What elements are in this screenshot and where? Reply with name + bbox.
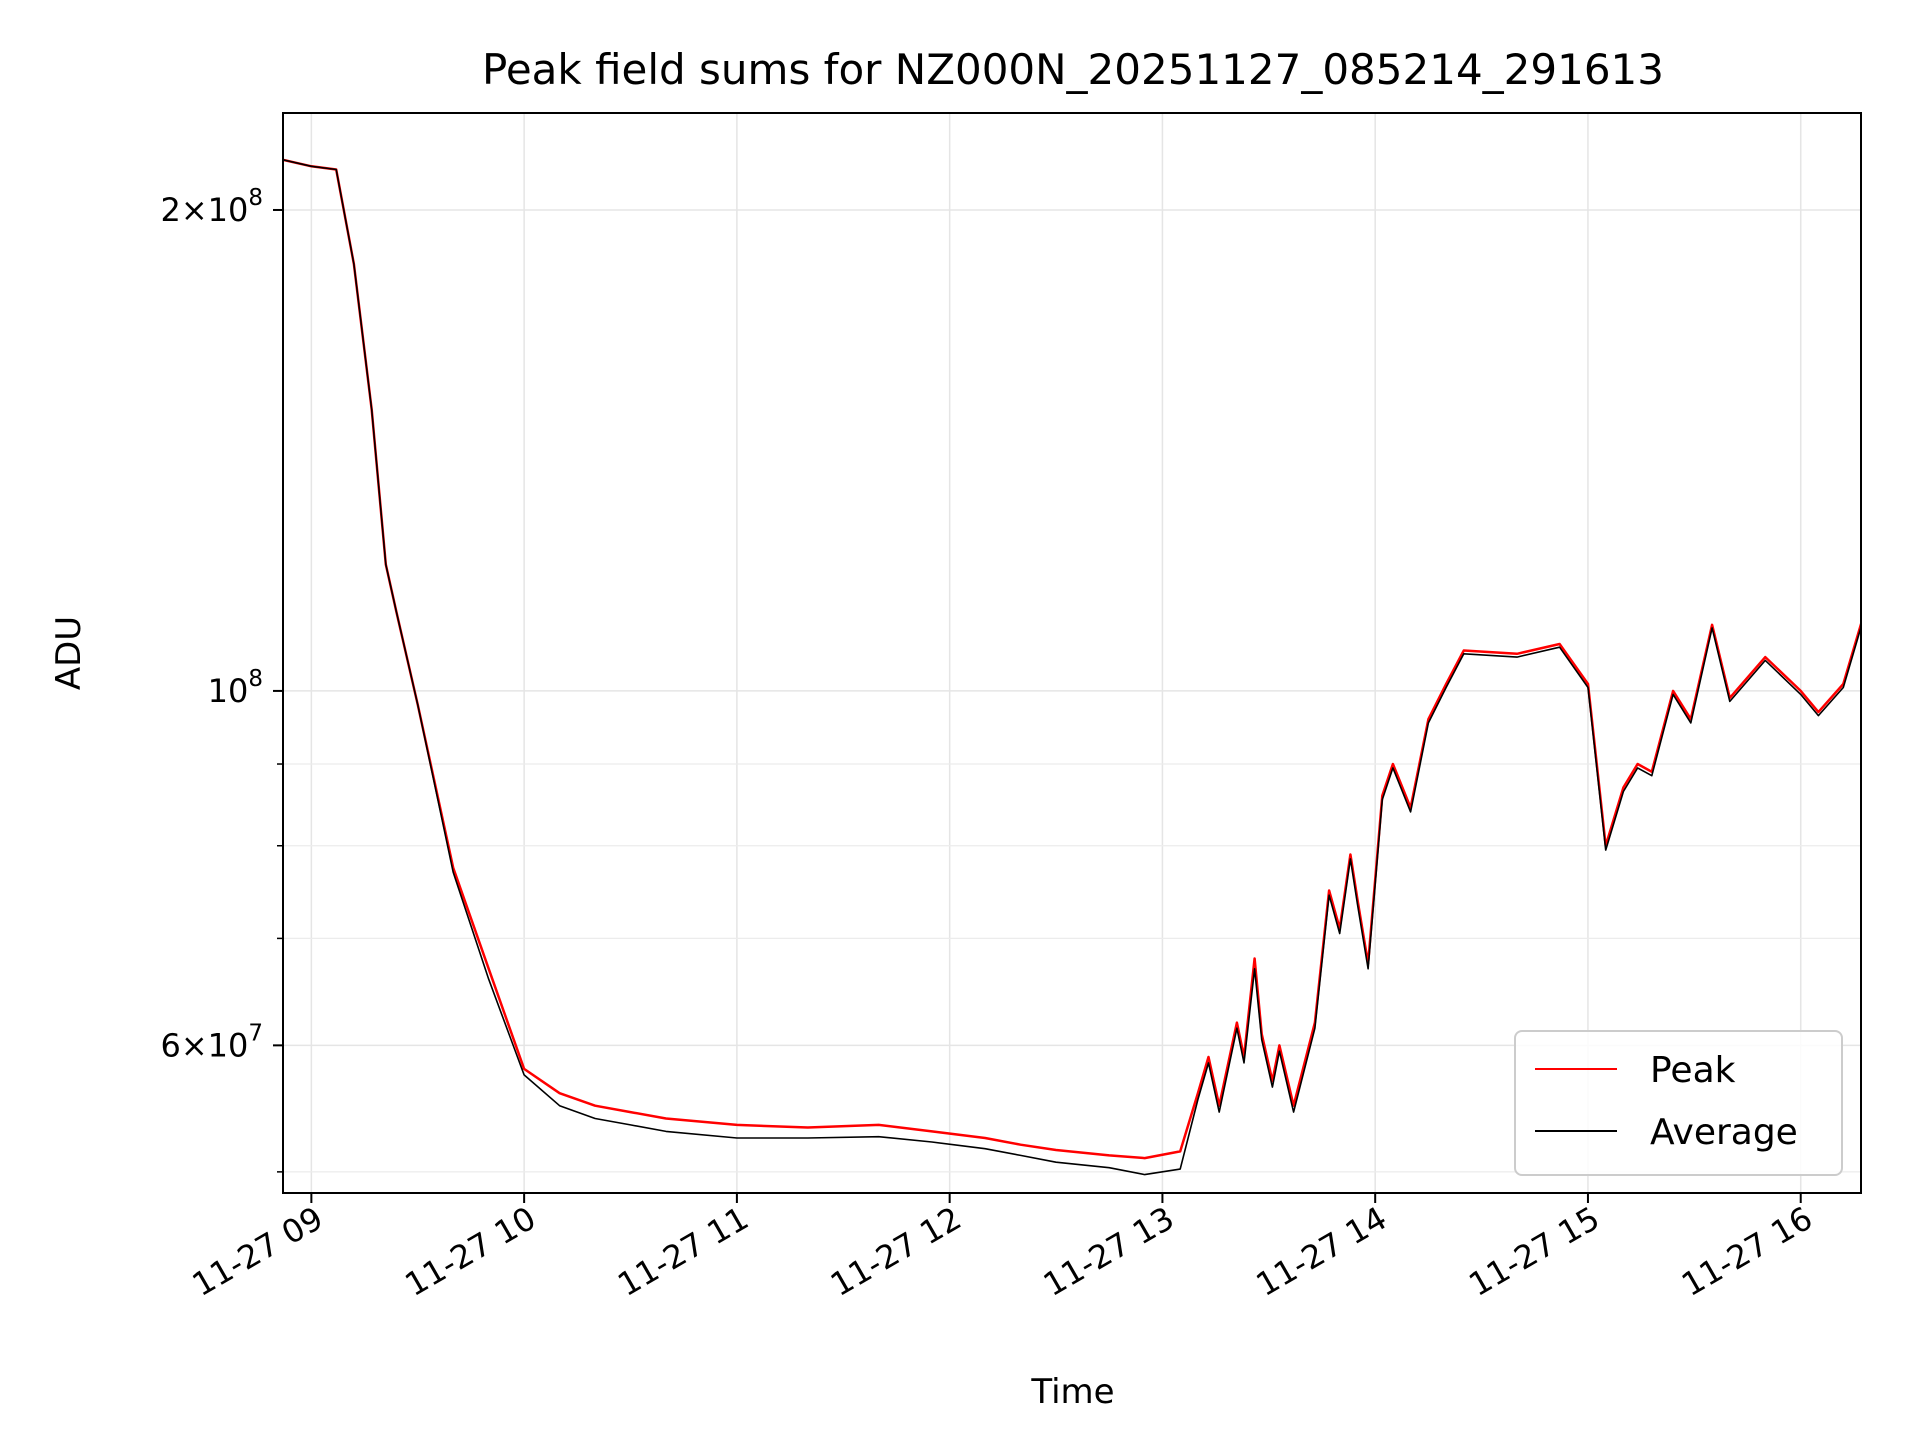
y-tick-times: ×10 [181, 1026, 249, 1064]
chart-title: Peak field sums for NZ000N_20251127_0852… [482, 45, 1664, 94]
y-axis-label: ADU [49, 616, 89, 690]
y-tick-exponent: 7 [248, 1020, 263, 1046]
x-axis-label: Time [1030, 1372, 1114, 1412]
y-tick-mantissa: 2 [160, 191, 180, 229]
legend-label-peak: Peak [1650, 1050, 1736, 1091]
plot-frame [282, 112, 1862, 1194]
y-tick-label: 108 [208, 666, 263, 710]
series-line-average [283, 159, 1861, 1176]
y-tick-base: 10 [208, 672, 249, 710]
y-tick-label: 6×107 [160, 1020, 263, 1064]
legend-label-average: Average [1650, 1112, 1798, 1153]
legend-box [1514, 1030, 1843, 1176]
series-layer [283, 158, 1861, 1176]
y-tick-exponent: 8 [248, 185, 263, 211]
series-line-peak [283, 158, 1861, 1160]
legend: Peak Average [1514, 1030, 1843, 1176]
y-tick-exponent: 8 [248, 666, 263, 692]
y-tick-label: 2×108 [160, 185, 263, 229]
y-tick-times: ×10 [181, 191, 249, 229]
y-tick-mantissa: 6 [160, 1026, 180, 1064]
